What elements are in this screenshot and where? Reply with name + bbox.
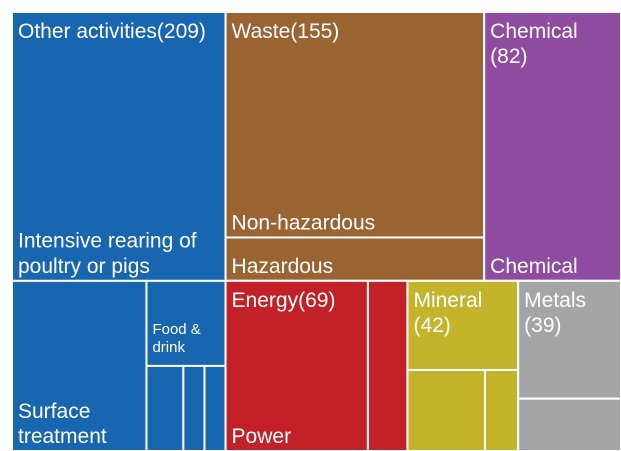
leaf-rect	[483, 368, 520, 451]
leaf-label: Non-hazardous	[232, 211, 376, 234]
leaf-rect	[11, 11, 227, 282]
group-value-label: (39)	[524, 314, 561, 337]
group-label: Energy	[232, 289, 299, 312]
leaf-rect	[145, 364, 185, 451]
leaf-label: Surface treatment	[18, 400, 107, 448]
leaf-label: Chemical	[490, 255, 578, 278]
leaf-label: Food & drink	[152, 321, 205, 356]
leaf-label: Intensive rearing of poultry or pigs	[18, 230, 202, 278]
group-label: Other activities	[18, 20, 157, 43]
leaf-rect	[11, 279, 148, 451]
group-label: Chemical	[490, 20, 578, 43]
leaf-rect	[406, 279, 520, 371]
group-value-label: (209)	[157, 20, 206, 43]
leaf-label: Power	[232, 425, 292, 448]
leaf-rect	[406, 368, 486, 451]
group-label: Mineral	[413, 289, 482, 312]
leaf-rect	[182, 364, 206, 451]
group-value-label: (82)	[490, 45, 527, 68]
group-value-label: (69)	[298, 289, 335, 312]
group-value-label: (155)	[290, 20, 339, 43]
group-label: Metals	[524, 289, 586, 312]
leaf-rect	[366, 279, 409, 451]
leaf-rect	[517, 279, 621, 400]
leaf-label: Hazardous	[232, 255, 334, 278]
leaf-rect	[203, 364, 227, 451]
group-label: Waste	[232, 20, 291, 43]
leaf-rect	[224, 11, 486, 239]
leaf-rect	[517, 397, 621, 451]
group-value-label: (42)	[413, 314, 450, 337]
leaf-rect	[483, 11, 621, 282]
